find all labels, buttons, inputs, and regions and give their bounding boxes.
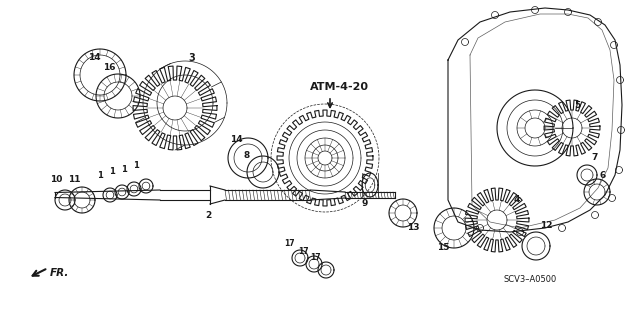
- Text: 9: 9: [362, 198, 369, 207]
- Text: 2: 2: [205, 211, 211, 219]
- Text: 15: 15: [437, 243, 449, 253]
- Text: 1: 1: [133, 161, 139, 170]
- Text: 10: 10: [50, 175, 62, 184]
- Text: 17: 17: [284, 240, 294, 249]
- Text: 8: 8: [244, 151, 250, 160]
- Text: 5: 5: [574, 101, 580, 110]
- Text: 17: 17: [298, 247, 308, 256]
- Text: ATM-4-20: ATM-4-20: [310, 82, 369, 92]
- Text: 7: 7: [591, 153, 597, 162]
- Text: 3: 3: [188, 53, 195, 63]
- Text: 6: 6: [600, 170, 606, 180]
- Text: 13: 13: [407, 224, 419, 233]
- Text: FR.: FR.: [50, 268, 69, 278]
- Text: 14: 14: [88, 54, 100, 63]
- Text: 11: 11: [68, 175, 81, 184]
- Text: 1: 1: [97, 170, 103, 180]
- Text: SCV3–A0500: SCV3–A0500: [504, 276, 557, 285]
- Text: 1: 1: [109, 167, 115, 176]
- Text: 17: 17: [310, 253, 321, 262]
- Text: 12: 12: [540, 221, 552, 231]
- Text: 1: 1: [121, 165, 127, 174]
- Text: 4: 4: [514, 196, 520, 204]
- Text: 16: 16: [103, 63, 115, 72]
- Text: 14: 14: [230, 136, 243, 145]
